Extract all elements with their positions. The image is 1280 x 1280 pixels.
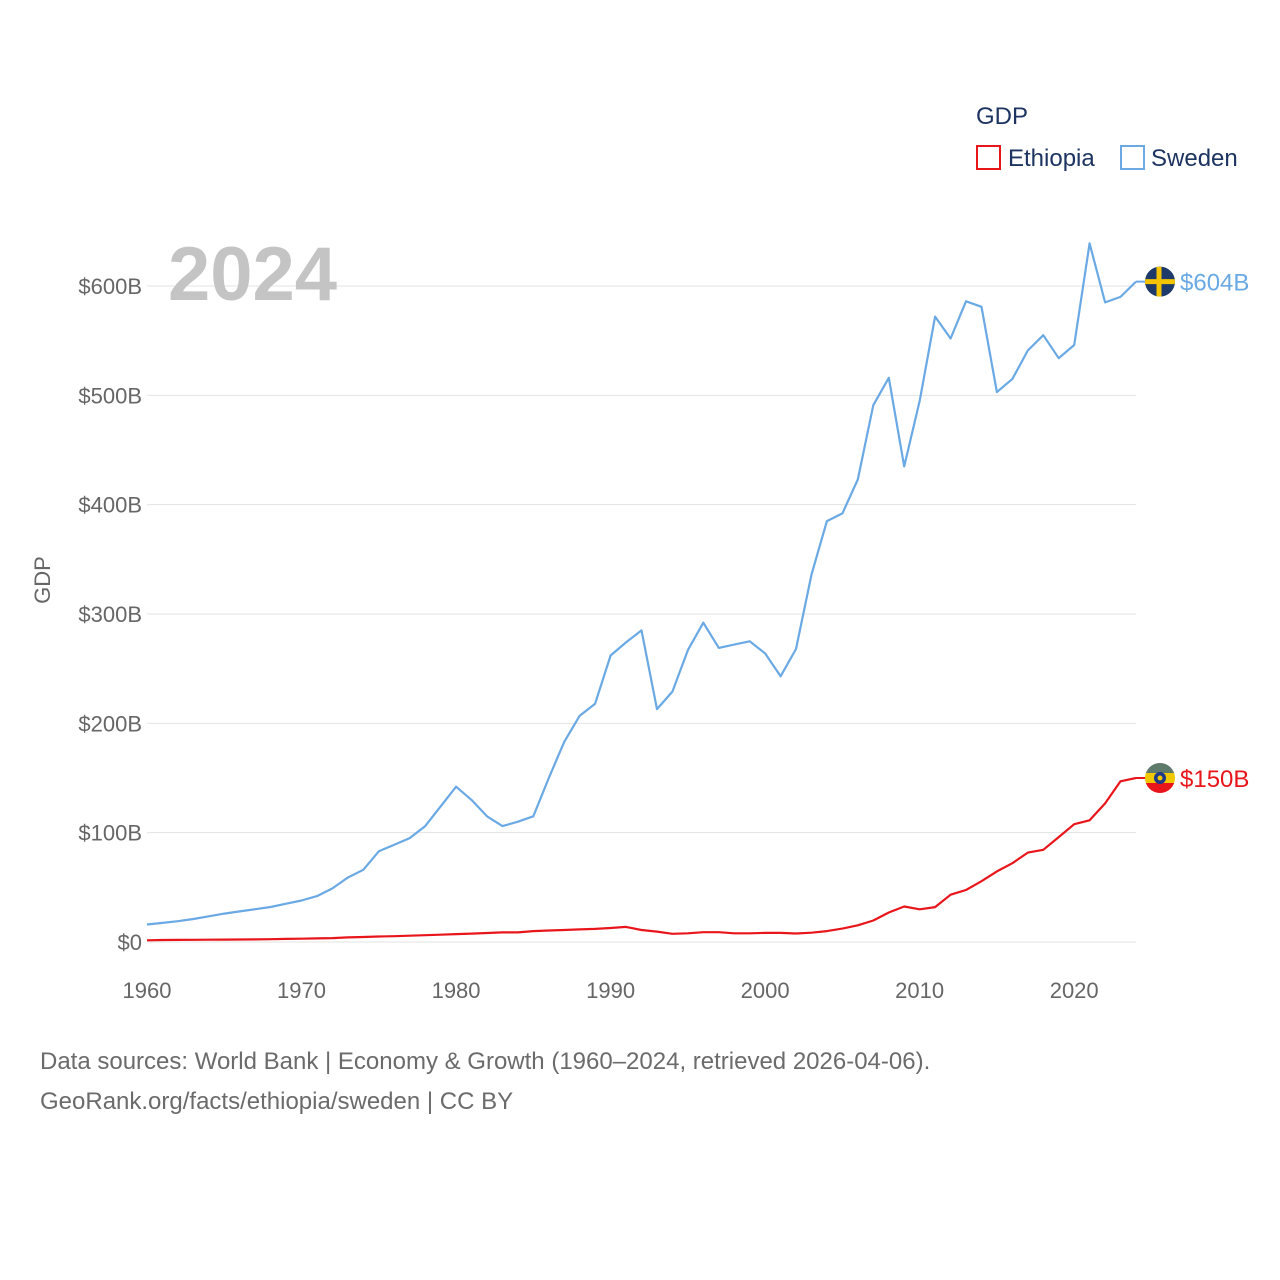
y-tick-label: $100B: [78, 821, 142, 846]
series-end-markers: $150B $604B: [1136, 266, 1249, 793]
legend-item-sweden[interactable]: Sweden: [1120, 145, 1238, 172]
x-tick-label: 2020: [1050, 978, 1099, 1003]
y-tick-label: $500B: [78, 383, 142, 408]
source-line-2: GeoRank.org/facts/ethiopia/sweden | CC B…: [40, 1088, 514, 1115]
sweden-flag-icon: [1145, 266, 1175, 297]
legend-label-ethiopia: Ethiopia: [1008, 145, 1095, 172]
series-lines: [146, 242, 1137, 942]
y-axis-ticks: $0 $100B $200B $300B $400B $500B $600B: [78, 274, 142, 955]
legend-swatch-sweden: [1120, 145, 1145, 170]
source-note: Data sources: World Bank | Economy & Gro…: [40, 1042, 1240, 1122]
y-tick-label: $200B: [78, 711, 142, 736]
end-label-sweden: $604B: [1180, 270, 1249, 297]
legend-title: GDP: [976, 103, 1028, 130]
x-tick-label: 1990: [586, 978, 635, 1003]
legend: GDP Ethiopia Sweden: [976, 103, 1238, 172]
x-tick-label: 1980: [432, 978, 481, 1003]
x-tick-label: 1970: [277, 978, 326, 1003]
source-line-1: Data sources: World Bank | Economy & Gro…: [40, 1048, 931, 1075]
legend-swatch-ethiopia: [976, 145, 1001, 170]
x-axis-ticks: 1960 1970 1980 1990 2000 2010 2020: [123, 978, 1099, 1003]
legend-label-sweden: Sweden: [1151, 145, 1238, 172]
series-line-sweden: [146, 242, 1137, 926]
legend-item-ethiopia[interactable]: Ethiopia: [976, 145, 1095, 172]
end-label-ethiopia: $150B: [1180, 766, 1249, 793]
gdp-line-chart: $0 $100B $200B $300B $400B $500B $600B 1960 197…: [30, 103, 1249, 1003]
y-tick-label: $600B: [78, 274, 142, 299]
gridlines: [147, 285, 1136, 943]
x-tick-label: 1960: [123, 978, 172, 1003]
series-line-ethiopia: [146, 776, 1137, 942]
x-tick-label: 2010: [895, 978, 944, 1003]
ethiopia-flag-icon: [1145, 763, 1175, 793]
y-tick-label: $0: [118, 930, 142, 955]
y-tick-label: $300B: [78, 602, 142, 627]
y-axis-title: GDP: [30, 556, 55, 604]
y-tick-label: $400B: [78, 493, 142, 518]
x-tick-label: 2000: [741, 978, 790, 1003]
year-label: 2024: [168, 232, 337, 317]
